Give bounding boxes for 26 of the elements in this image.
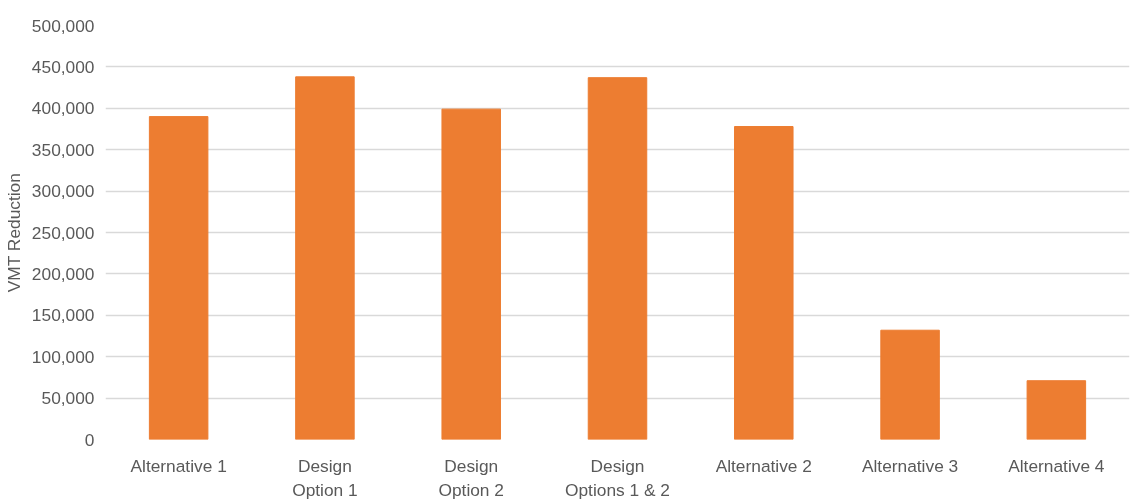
x-tick-label: Alternative 1 [130, 455, 227, 476]
x-tick-label: Design Options 1 & 2 [565, 455, 670, 500]
x-tick-label: Design Option 1 [292, 455, 358, 500]
y-tick-label: 0 [84, 429, 95, 450]
y-tick-label: 250,000 [31, 222, 95, 243]
bar [880, 329, 940, 440]
y-tick-label: 300,000 [31, 181, 95, 202]
y-tick-label: 150,000 [31, 305, 95, 326]
x-tick-label: Alternative 2 [715, 455, 812, 476]
y-tick-label: 50,000 [41, 388, 95, 409]
bar [1026, 380, 1087, 440]
bar [148, 116, 209, 440]
x-tick-label: Design Option 2 [438, 455, 504, 500]
bar [734, 126, 794, 440]
bar [441, 108, 501, 440]
y-tick-label: 500,000 [31, 15, 95, 36]
bar [295, 76, 355, 440]
y-tick-label: 350,000 [31, 139, 95, 160]
y-tick-label: 200,000 [31, 263, 95, 284]
y-axis-title: VMT Reduction [3, 173, 24, 293]
x-tick-label: Alternative 4 [1008, 455, 1105, 476]
y-tick-label: 450,000 [31, 56, 95, 77]
y-tick-label: 400,000 [31, 98, 95, 119]
x-tick-label: Alternative 3 [861, 455, 959, 476]
bar [587, 77, 648, 440]
y-tick-label: 100,000 [31, 346, 95, 367]
